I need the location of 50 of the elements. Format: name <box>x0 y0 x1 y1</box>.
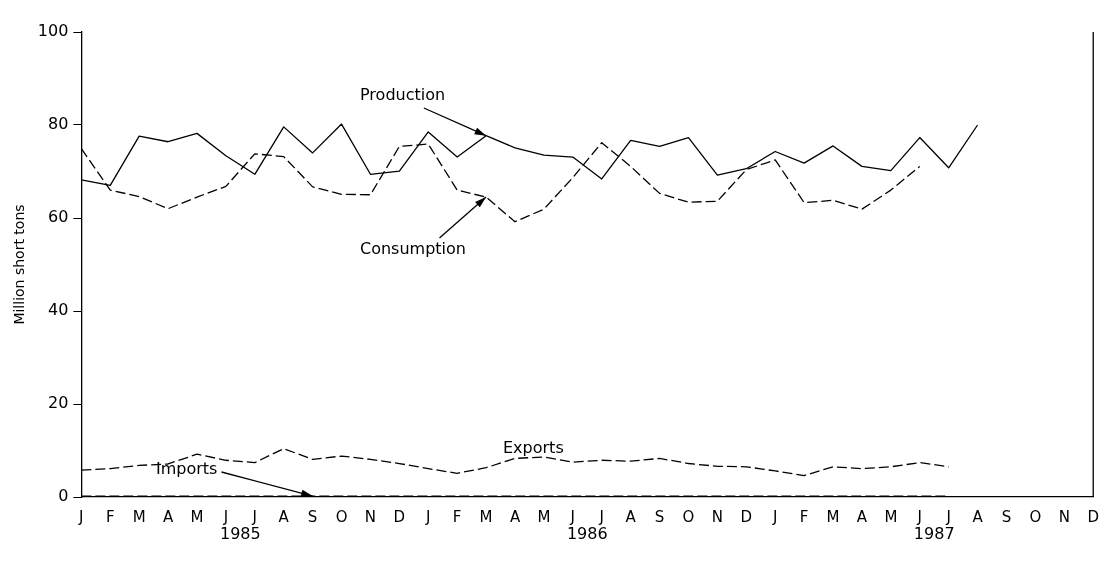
x-tick-label: M <box>826 507 840 526</box>
x-tick-label: J <box>222 507 229 526</box>
x-tick-label: D <box>740 507 753 526</box>
x-tick-label: N <box>1058 507 1070 526</box>
x-tick-label: J <box>945 507 951 526</box>
series-label: Production <box>360 85 446 105</box>
x-tick-label: J <box>598 507 604 526</box>
x-tick-label: M <box>537 507 551 526</box>
x-tick-label: J <box>251 507 258 526</box>
x-tick-label: S <box>307 507 318 526</box>
y-axis-title: Million short tons <box>11 204 28 325</box>
x-tick-label: J <box>78 507 84 526</box>
text: 1987 <box>913 524 955 544</box>
x-tick-label: S <box>654 507 665 526</box>
x-tick-label: J <box>569 507 576 526</box>
x-tick-label: F <box>105 507 115 526</box>
x-tick-label: M <box>190 507 204 526</box>
x-tick-label: F <box>452 507 462 526</box>
text: 1986 <box>566 524 608 544</box>
x-tick-label: M <box>479 507 493 526</box>
x-tick-label: J <box>916 507 922 526</box>
x-tick-label: A <box>162 507 174 526</box>
y-tick-label: 60 <box>47 207 69 227</box>
x-tick-label: N <box>364 507 377 526</box>
text: 1985 <box>219 524 261 544</box>
y-tick-label: 0 <box>58 486 69 506</box>
x-tick-label: O <box>682 507 695 526</box>
x-tick-label: A <box>625 507 637 526</box>
x-tick-label: D <box>1087 507 1100 526</box>
y-tick-label: 100 <box>37 21 69 41</box>
x-tick-label: O <box>1029 507 1042 526</box>
x-tick-label: O <box>335 507 348 526</box>
y-tick-label: 80 <box>47 114 69 134</box>
x-tick-label: J <box>425 507 431 526</box>
series-label: Imports <box>156 459 218 479</box>
y-tick-label: 40 <box>47 300 69 320</box>
y-tick-label: 20 <box>47 393 69 413</box>
x-tick-label: M <box>884 507 898 526</box>
x-tick-label: N <box>711 507 723 526</box>
text: Consumption <box>360 239 466 259</box>
series-label: Exports <box>503 438 564 458</box>
x-tick-label: J <box>771 507 778 526</box>
x-tick-label: A <box>972 507 984 526</box>
x-tick-label: S <box>1001 507 1012 526</box>
x-tick-label: A <box>509 507 521 526</box>
x-tick-label: A <box>856 507 868 526</box>
x-tick-label: A <box>278 507 290 526</box>
x-tick-label: M <box>132 507 146 526</box>
x-tick-label: F <box>799 507 809 526</box>
x-tick-label: D <box>393 507 406 526</box>
